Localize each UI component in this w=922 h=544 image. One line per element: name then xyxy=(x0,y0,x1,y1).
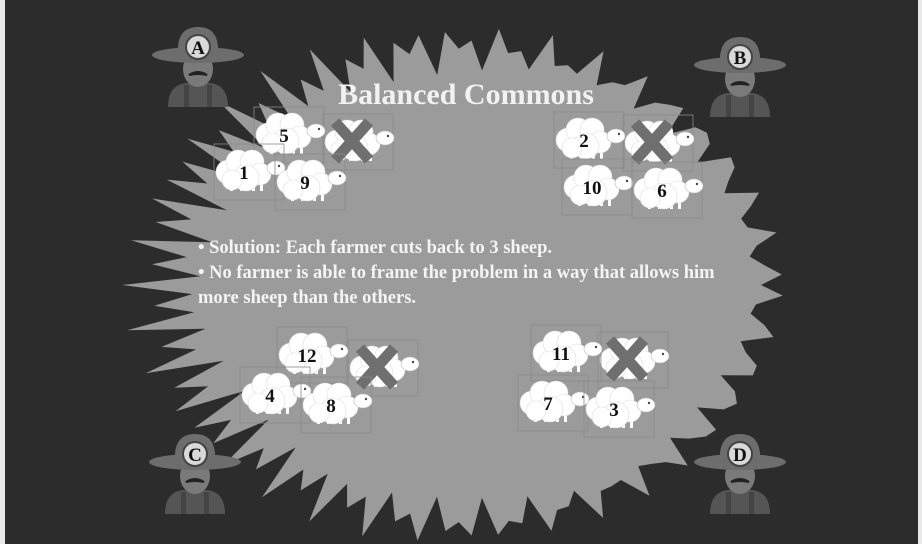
sheep-head xyxy=(584,342,602,356)
sheep-head xyxy=(651,349,669,363)
farmer-mustache xyxy=(189,72,207,75)
farmer-mustache xyxy=(186,479,204,482)
farmer-strap xyxy=(726,492,731,514)
farmer-label: B xyxy=(734,48,747,69)
sheep-head xyxy=(571,392,589,406)
sheep-head xyxy=(307,124,325,138)
sheep-number: 8 xyxy=(326,396,336,417)
sheep-number: 6 xyxy=(657,181,667,202)
sheep-eye xyxy=(626,180,628,182)
sheep-number: 3 xyxy=(609,400,619,421)
sheep-head xyxy=(401,357,419,371)
sheep-eye xyxy=(696,183,698,185)
sheep-head xyxy=(676,132,694,146)
sheep-number: 2 xyxy=(579,131,589,152)
farmer-label: D xyxy=(733,445,747,466)
sheep-number: 1 xyxy=(239,163,249,184)
sheep-head xyxy=(607,129,625,143)
sheep-number: 12 xyxy=(298,346,317,367)
sheep-eye xyxy=(687,136,689,138)
sheep-head xyxy=(328,171,346,185)
sheep-head xyxy=(615,176,633,190)
sheep-eye xyxy=(318,128,320,130)
sheep-eye xyxy=(618,133,620,135)
sheep-head xyxy=(354,394,372,408)
sheep-number: 10 xyxy=(583,178,602,199)
sheep-number: 4 xyxy=(265,386,275,407)
sheep-head xyxy=(685,179,703,193)
sheep-eye xyxy=(365,398,367,400)
farmer-strap xyxy=(181,492,186,514)
sheep-eye xyxy=(412,361,414,363)
bullet-list: Solution: Each farmer cuts back to 3 she… xyxy=(198,236,738,311)
sheep-head xyxy=(330,344,348,358)
bullet: Solution: Each farmer cuts back to 3 she… xyxy=(198,236,738,261)
farmer: D xyxy=(694,434,786,514)
sheep-eye xyxy=(387,135,389,137)
sheep-number: 11 xyxy=(552,344,570,365)
slide: A519B2106C1248D1173 Balanced Commons Sol… xyxy=(0,0,922,544)
sheep-number: 9 xyxy=(300,173,310,194)
farmer: C xyxy=(149,434,241,514)
sheep-number: 7 xyxy=(543,394,553,415)
sheep-eye xyxy=(662,353,664,355)
farmer-label: C xyxy=(188,445,202,466)
sheep-head xyxy=(376,131,394,145)
farmer-label: A xyxy=(191,38,205,59)
sheep-head xyxy=(637,398,655,412)
sheep-eye xyxy=(648,402,650,404)
sheep-eye xyxy=(341,348,343,350)
farmer-mustache xyxy=(731,479,749,482)
farmer-strap xyxy=(204,492,209,514)
sheep-eye xyxy=(278,165,280,167)
sheep-eye xyxy=(339,175,341,177)
sheep-eye xyxy=(304,388,306,390)
bullet: No farmer is able to frame the problem i… xyxy=(198,261,738,311)
title: Balanced Commons xyxy=(5,78,922,112)
sheep-eye xyxy=(595,346,597,348)
farmer-strap xyxy=(749,492,754,514)
